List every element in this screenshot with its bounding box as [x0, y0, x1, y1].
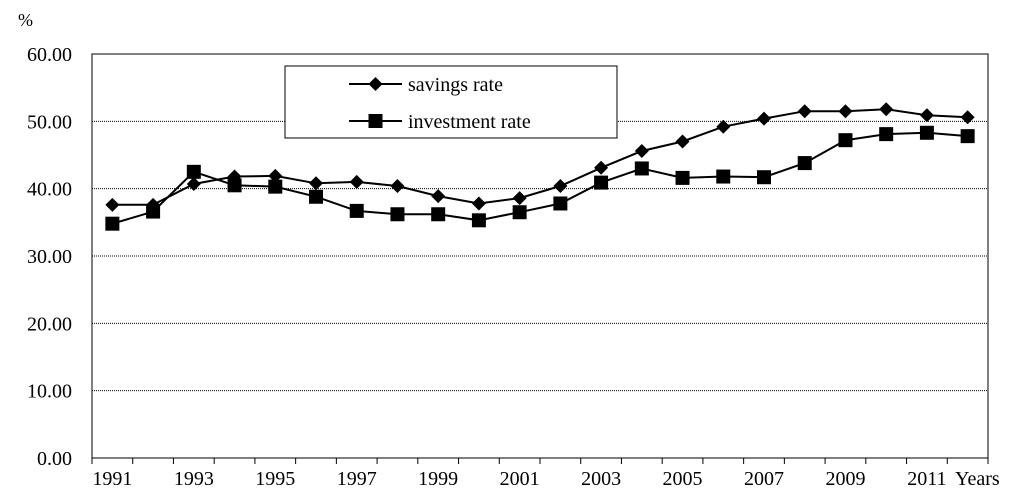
- y-tick-label: 50.00: [27, 111, 72, 133]
- data-point-square: [716, 169, 731, 184]
- legend-box: [284, 65, 618, 139]
- data-point-square: [309, 189, 323, 204]
- x-tick-label: 2007: [744, 468, 784, 490]
- x-axis-ticks: 1991 1993 1995 1997 1999 2001 2003 2005 2007 2009…: [91, 458, 989, 490]
- data-point-diamond: [675, 134, 690, 149]
- legend-label-savings: savings rate: [408, 74, 503, 96]
- x-tick-label: 1997: [337, 468, 377, 490]
- data-point-diamond: [879, 102, 894, 117]
- data-point-diamond: [390, 178, 405, 193]
- x-tick-label: 1993: [174, 468, 214, 490]
- x-tick-label: 1999: [418, 468, 458, 490]
- data-point-diamond: [471, 196, 486, 211]
- series-savings-rate: [105, 102, 975, 212]
- series-line: [112, 131, 968, 225]
- x-tick-label: 2005: [663, 468, 703, 490]
- data-point-square: [960, 129, 975, 144]
- data-point-diamond: [186, 176, 201, 191]
- data-point-square: [390, 207, 405, 222]
- data-point-diamond: [797, 104, 812, 119]
- x-tick-label: 1991: [92, 468, 132, 490]
- data-point-diamond: [553, 178, 568, 193]
- data-point-diamond: [716, 119, 731, 134]
- data-point-square: [594, 175, 609, 190]
- data-point-square: [675, 170, 690, 185]
- x-axis-label: Years: [955, 468, 1000, 490]
- data-point-square: [757, 170, 771, 185]
- data-point-diamond: [309, 176, 323, 191]
- data-point-square: [471, 213, 486, 228]
- y-tick-label: 40.00: [27, 179, 72, 201]
- y-axis-ticks: 0.00 10.00 20.00 30.00 40.00 50.00 60.00: [27, 44, 72, 470]
- data-point-square: [105, 216, 120, 231]
- x-tick-label: 2011: [907, 468, 946, 490]
- y-axis-label: %: [18, 10, 33, 30]
- data-point-square: [634, 161, 649, 176]
- legend-square-marker: [368, 114, 383, 128]
- data-point-square: [919, 125, 934, 140]
- legend-label-investment: investment rate: [408, 111, 531, 133]
- x-tick-label: 2009: [825, 468, 865, 490]
- data-point-square: [797, 156, 812, 171]
- x-tick-label: 2003: [581, 468, 621, 490]
- data-point-diamond: [594, 160, 609, 175]
- data-point-diamond: [960, 110, 975, 125]
- data-point-diamond: [757, 111, 771, 126]
- data-point-diamond: [268, 168, 283, 183]
- data-point-square: [146, 204, 161, 219]
- data-point-diamond: [431, 189, 446, 204]
- series-group: [105, 102, 975, 231]
- data-point-square: [553, 196, 568, 211]
- series-investment-rate: [105, 125, 975, 231]
- y-tick-label: 10.00: [27, 381, 72, 403]
- legend-diamond-marker: [368, 77, 383, 91]
- data-point-square: [349, 203, 364, 218]
- data-point-diamond: [512, 191, 527, 206]
- data-point-diamond: [634, 143, 649, 158]
- y-tick-label: 60.00: [27, 44, 72, 66]
- data-point-square: [268, 179, 283, 194]
- x-tick-label: 1995: [255, 468, 295, 490]
- y-tick-label: 0.00: [37, 448, 72, 470]
- data-point-square: [879, 127, 894, 142]
- series-line: [112, 108, 968, 206]
- x-tick-label: 2001: [500, 468, 540, 490]
- data-point-diamond: [919, 108, 934, 123]
- data-point-diamond: [838, 104, 853, 119]
- data-point-square: [227, 178, 242, 193]
- data-point-square: [431, 207, 446, 222]
- data-point-square: [186, 164, 201, 179]
- data-point-square: [512, 205, 527, 220]
- data-point-square: [838, 133, 853, 148]
- data-point-diamond: [349, 174, 364, 189]
- legend: savings rate investment rate: [284, 65, 618, 139]
- gridlines: [92, 120, 988, 392]
- y-tick-label: 20.00: [27, 313, 72, 335]
- data-point-diamond: [105, 197, 120, 212]
- y-tick-label: 30.00: [27, 246, 72, 268]
